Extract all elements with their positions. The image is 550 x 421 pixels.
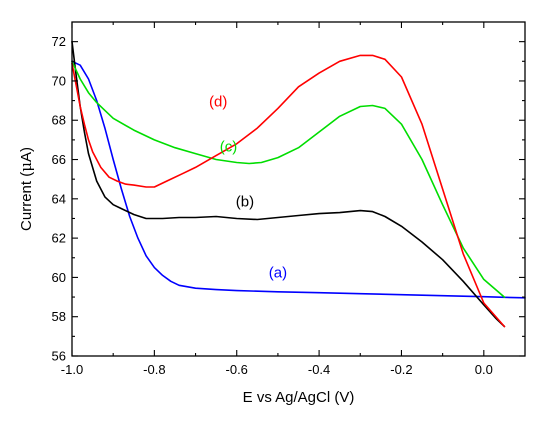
y-tick-label: 66 — [52, 152, 66, 167]
series-annotation: (b) — [236, 194, 254, 211]
x-tick-label: -0.2 — [390, 362, 412, 377]
series-line-b — [71, 40, 506, 328]
x-tick-label: 0.0 — [475, 362, 493, 377]
y-tick-label: 60 — [52, 270, 66, 285]
series-layer — [71, 40, 526, 328]
y-tick-label: 56 — [52, 349, 66, 364]
x-tick-label: -0.8 — [143, 362, 165, 377]
y-tick-label: 68 — [52, 113, 66, 128]
series-annotation: (d) — [209, 93, 227, 110]
y-axis-title-suffix: A) — [18, 147, 35, 162]
y-axis-title-mu: μ — [17, 162, 35, 172]
y-tick-label: 64 — [52, 191, 66, 206]
y-axis-title-prefix: Current ( — [18, 172, 35, 231]
series-line-a — [71, 60, 526, 299]
y-tick-label: 62 — [52, 231, 66, 246]
x-tick-label: -1.0 — [61, 362, 83, 377]
labels-layer: -1.0 -0.8 -0.6 -0.4 -0.2 0.0 56 58 60 62 64 66 68 70 7… — [52, 34, 493, 377]
y-tick-label: 58 — [52, 309, 66, 324]
series-line-d — [71, 54, 506, 328]
series-line-c — [71, 60, 506, 298]
plot-frame — [71, 21, 526, 357]
x-tick-label: -0.6 — [226, 362, 248, 377]
series-annotation: (c) — [220, 139, 238, 156]
y-axis-title: Current (μA) — [17, 147, 35, 231]
x-axis-title: E vs Ag/AgCl (V) — [243, 389, 355, 406]
y-tick-label: 72 — [52, 34, 66, 49]
y-tick-label: 70 — [52, 73, 66, 88]
ticks-layer — [71, 22, 525, 357]
series-annotation: (a) — [269, 264, 287, 281]
x-tick-label: -0.4 — [308, 362, 330, 377]
